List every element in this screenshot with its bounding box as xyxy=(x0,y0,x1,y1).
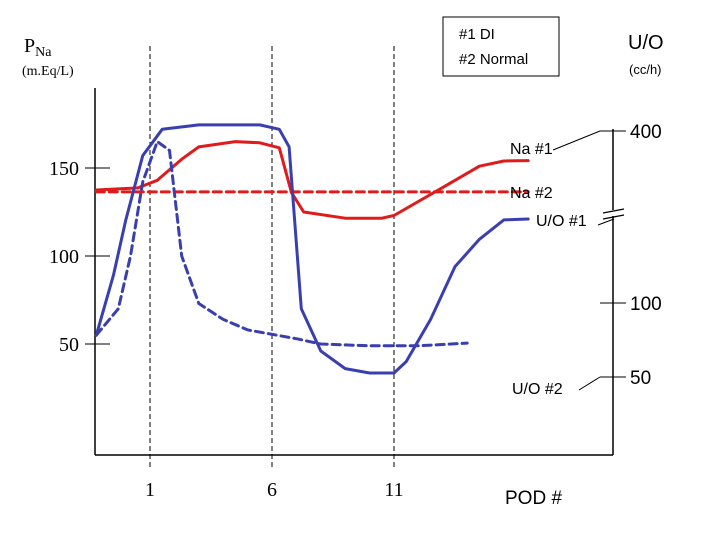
x-tick-label-6: 6 xyxy=(267,479,277,501)
x-axis-ticks: 1 6 11 xyxy=(145,479,404,501)
right-tick-label-100: 100 xyxy=(630,294,662,315)
right-axis-ticks: 400 100 50 xyxy=(600,122,662,389)
left-tick-label-100: 100 xyxy=(49,246,79,268)
series-layer xyxy=(94,123,530,375)
legend-entry-1: #1 DI xyxy=(459,26,495,43)
legend-box xyxy=(442,16,560,77)
series-line-na-1 xyxy=(94,140,530,220)
series-label-na-2: Na #2 xyxy=(510,185,553,202)
right-tick-label-400: 400 xyxy=(630,122,662,143)
series-label-u-o-1: U/O #1 xyxy=(536,213,587,230)
leader-line-50 xyxy=(578,376,601,391)
series-labels: Na #1 Na #2 U/O #1 U/O #2 xyxy=(510,130,615,398)
leader-line-400 xyxy=(552,130,601,151)
right-tick-label-50: 50 xyxy=(630,368,651,389)
legend-entry-2: #2 Normal xyxy=(459,51,528,68)
x-tick-label-1: 1 xyxy=(145,479,155,501)
right-axis-title: U/O xyxy=(628,32,664,54)
left-axis-title-sub: Na xyxy=(35,45,52,60)
left-axis-title: PNa xyxy=(24,35,52,60)
x-axis-title: POD # xyxy=(505,488,562,509)
series-line-u-o-2 xyxy=(94,140,469,348)
leader-line-uo1 xyxy=(597,218,615,226)
left-axis-ticks: 150 100 50 xyxy=(49,158,110,356)
right-axis-break-mark-2 xyxy=(602,214,625,220)
series-label-u-o-2: U/O #2 xyxy=(512,381,563,398)
right-axis-unit: (cc/h) xyxy=(629,62,662,77)
left-tick-label-50: 50 xyxy=(59,334,79,356)
vertical-gridlines xyxy=(149,46,395,467)
series-label-na-1: Na #1 xyxy=(510,141,553,158)
left-tick-label-150: 150 xyxy=(49,158,79,180)
right-axis-break-mark-1 xyxy=(602,208,625,214)
x-tick-label-11: 11 xyxy=(384,479,403,501)
left-axis-unit: (m.Eq/L) xyxy=(22,64,74,79)
series-line-u-o-1 xyxy=(94,123,530,375)
left-axis-title-main: P xyxy=(24,35,35,57)
